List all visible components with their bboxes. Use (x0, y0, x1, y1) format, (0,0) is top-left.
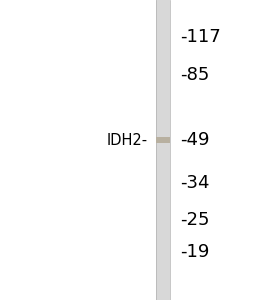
Text: -117: -117 (180, 28, 221, 46)
Bar (156, 137, 170, 143)
Bar (156, 0, 170, 300)
Text: IDH2-: IDH2- (107, 133, 148, 148)
Text: -85: -85 (180, 66, 209, 84)
Text: -25: -25 (180, 211, 210, 229)
Text: -49: -49 (180, 131, 210, 149)
Text: -19: -19 (180, 243, 209, 261)
Text: -34: -34 (180, 174, 210, 192)
